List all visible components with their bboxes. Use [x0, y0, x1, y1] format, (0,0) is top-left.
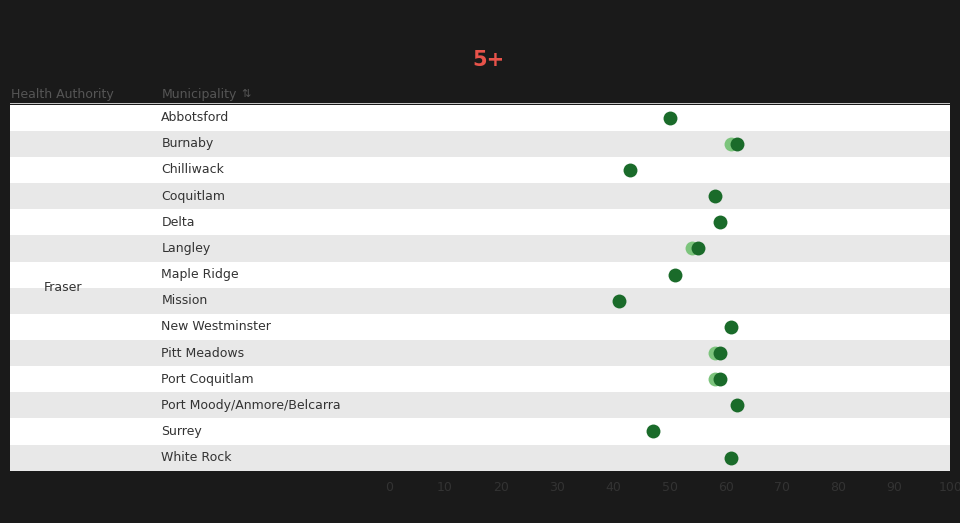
- Text: Chilliwack: Chilliwack: [161, 164, 224, 176]
- Bar: [389, 105, 950, 131]
- Point: [612, 297, 627, 305]
- Bar: [389, 131, 950, 157]
- Text: Delta: Delta: [161, 216, 195, 229]
- Text: Langley: Langley: [161, 242, 210, 255]
- Bar: [389, 235, 950, 262]
- Text: Health Authority: Health Authority: [12, 88, 114, 100]
- Point: [684, 244, 700, 253]
- Bar: [10, 157, 389, 183]
- Bar: [10, 445, 389, 471]
- Point: [690, 244, 706, 253]
- Point: [730, 401, 745, 410]
- Point: [712, 375, 728, 383]
- Point: [730, 140, 745, 148]
- Bar: [10, 183, 389, 209]
- Bar: [10, 366, 389, 392]
- Text: Abbotsford: Abbotsford: [161, 111, 229, 124]
- Bar: [389, 262, 950, 288]
- Point: [724, 323, 739, 331]
- Point: [667, 270, 683, 279]
- Point: [707, 192, 722, 200]
- Bar: [389, 392, 950, 418]
- Text: Mission: Mission: [161, 294, 207, 307]
- Text: 5+: 5+: [472, 50, 505, 70]
- Text: Vaccine Coverage Progress by Municipality: Vaccine Coverage Progress by Municipalit…: [19, 50, 472, 70]
- Bar: [389, 366, 950, 392]
- Text: Surrey: Surrey: [161, 425, 202, 438]
- Point: [712, 218, 728, 226]
- Bar: [389, 157, 950, 183]
- Bar: [389, 445, 950, 471]
- Point: [712, 349, 728, 357]
- Bar: [10, 105, 389, 131]
- Bar: [10, 392, 389, 418]
- Text: Port Coquitlam: Port Coquitlam: [161, 373, 253, 385]
- Text: Municipality: Municipality: [161, 88, 237, 100]
- Bar: [10, 288, 389, 314]
- Point: [724, 140, 739, 148]
- Bar: [10, 314, 389, 340]
- Text: Fraser: Fraser: [43, 281, 82, 294]
- Bar: [389, 418, 950, 445]
- Bar: [10, 340, 389, 366]
- Point: [724, 453, 739, 462]
- Bar: [389, 288, 950, 314]
- Text: New Westminster: New Westminster: [161, 321, 271, 333]
- Text: (third dose) over the past 5 weeks: (third dose) over the past 5 weeks: [505, 50, 871, 70]
- Bar: [10, 418, 389, 445]
- Text: Maple Ridge: Maple Ridge: [161, 268, 239, 281]
- Bar: [389, 340, 950, 366]
- Text: Pitt Meadows: Pitt Meadows: [161, 347, 245, 359]
- Text: Burnaby: Burnaby: [161, 138, 213, 150]
- Text: ⇅: ⇅: [241, 89, 251, 99]
- Bar: [389, 314, 950, 340]
- Point: [645, 427, 660, 436]
- Point: [707, 375, 722, 383]
- Text: White Rock: White Rock: [161, 451, 231, 464]
- Bar: [389, 183, 950, 209]
- Bar: [10, 209, 389, 235]
- Bar: [10, 262, 389, 288]
- Point: [623, 166, 638, 174]
- Point: [661, 113, 677, 122]
- Text: Port Moody/Anmore/Belcarra: Port Moody/Anmore/Belcarra: [161, 399, 341, 412]
- Bar: [389, 209, 950, 235]
- Text: Coquitlam: Coquitlam: [161, 190, 226, 202]
- Bar: [10, 131, 389, 157]
- Bar: [10, 235, 389, 262]
- Point: [707, 349, 722, 357]
